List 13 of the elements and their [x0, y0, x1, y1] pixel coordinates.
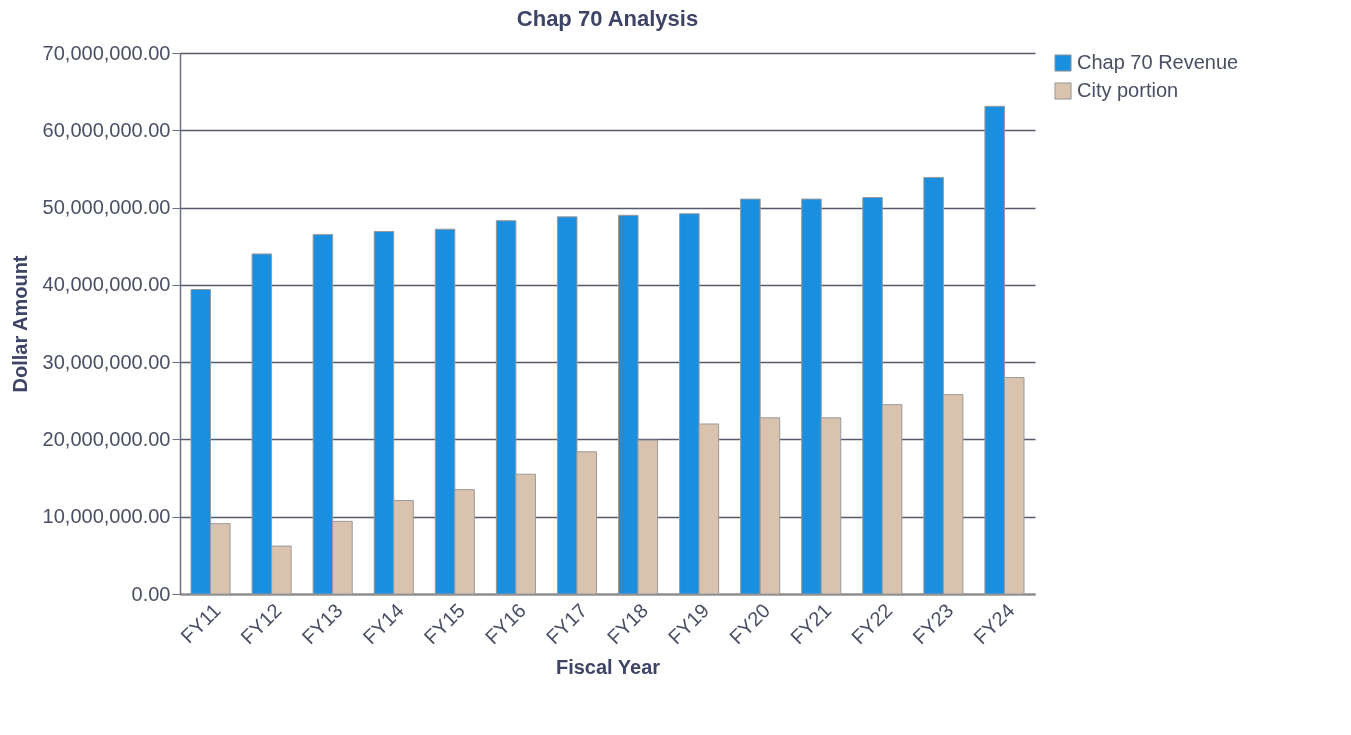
y-tick-label: 10,000,000.00	[42, 505, 171, 528]
y-tick-label: 0.00	[131, 582, 171, 605]
y-tick-label: 30,000,000.00	[42, 350, 171, 373]
y-tick-label: 20,000,000.00	[42, 427, 171, 450]
y-tick-label: 50,000,000.00	[42, 196, 171, 219]
x-axis-title: Fiscal Year	[555, 656, 661, 679]
y-tick-label: 60,000,000.00	[42, 118, 171, 141]
legend-label: Chap 70 Revenue	[1077, 51, 1239, 73]
chart-title: Chap 70 Analysis	[516, 6, 699, 31]
legend-label: City portion	[1077, 79, 1179, 101]
y-tick-label: 40,000,000.00	[42, 273, 171, 296]
y-axis-title: Dollar Amount	[8, 255, 31, 393]
y-tick-label: 70,000,000.00	[42, 41, 171, 64]
